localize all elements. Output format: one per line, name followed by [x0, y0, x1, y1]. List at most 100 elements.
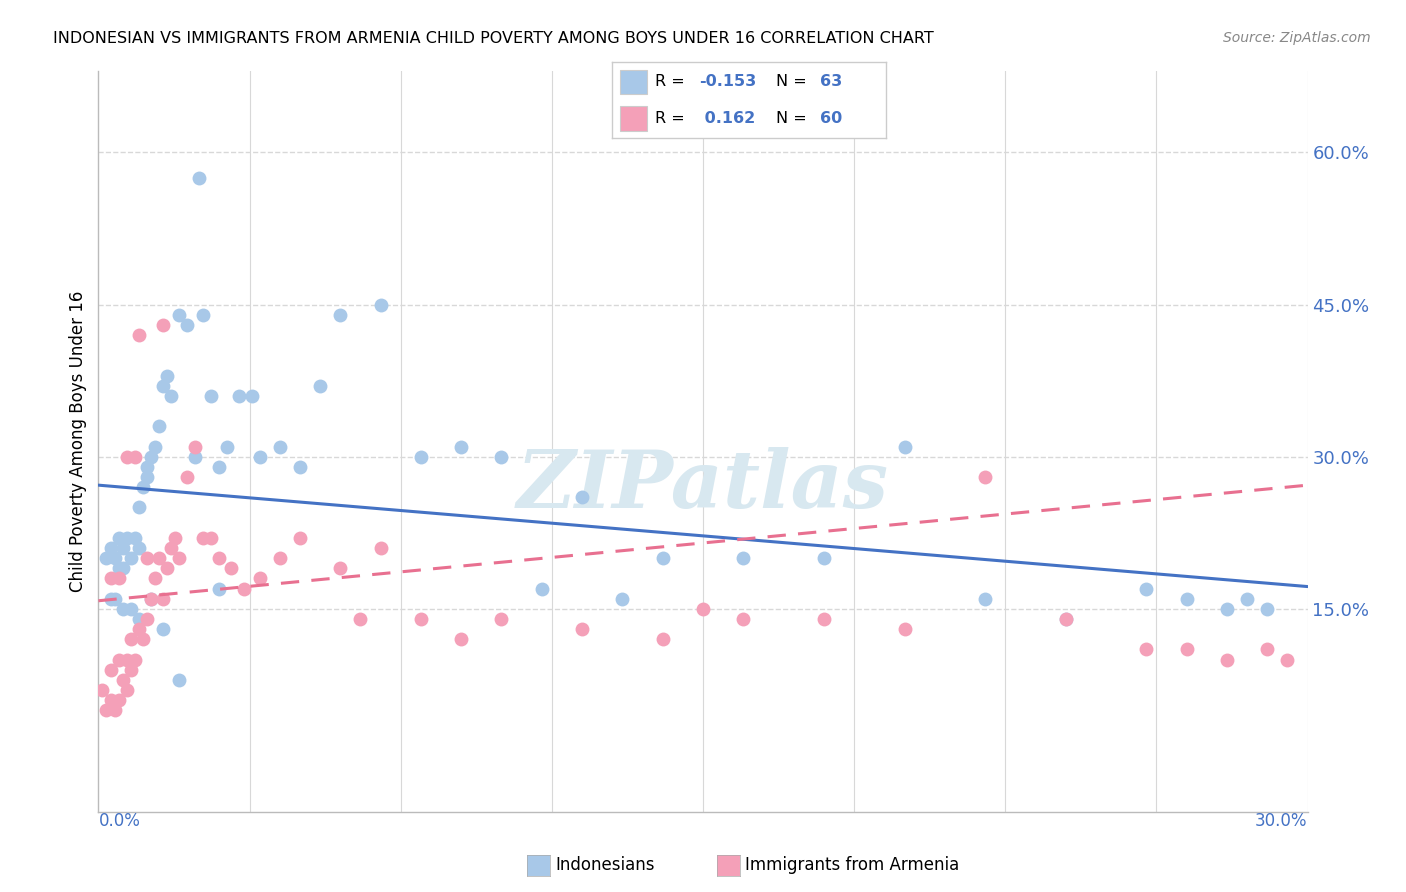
Point: [128, 328, 150, 343]
Point: [269, 440, 291, 454]
Point: [107, 561, 129, 575]
Text: R =: R =: [655, 74, 690, 89]
Point: [103, 591, 125, 606]
Point: [167, 551, 190, 566]
Point: [1135, 642, 1157, 657]
Point: [124, 652, 146, 666]
Point: [167, 673, 190, 687]
Point: [139, 591, 162, 606]
Point: [1054, 612, 1077, 626]
Point: [208, 459, 231, 474]
Point: [120, 663, 142, 677]
Point: [974, 470, 997, 484]
Point: [115, 652, 138, 666]
Point: [120, 602, 142, 616]
Point: [124, 450, 146, 464]
Point: [1175, 591, 1198, 606]
Point: [100, 541, 122, 555]
Point: [111, 541, 134, 555]
Point: [1256, 602, 1278, 616]
Point: [100, 663, 122, 677]
Point: [128, 500, 150, 515]
Text: ZIPatlas: ZIPatlas: [517, 447, 889, 524]
Point: [893, 440, 915, 454]
Point: [217, 440, 239, 454]
Point: [135, 459, 157, 474]
Point: [163, 531, 186, 545]
Point: [309, 378, 332, 392]
Point: [1277, 652, 1299, 666]
Point: [107, 571, 129, 585]
Point: [107, 652, 129, 666]
Point: [733, 551, 755, 566]
Point: [571, 491, 593, 505]
Point: [269, 551, 291, 566]
Point: [152, 318, 174, 332]
Point: [370, 541, 392, 555]
Point: [111, 602, 134, 616]
Point: [107, 693, 129, 707]
Point: [100, 571, 122, 585]
Point: [612, 591, 634, 606]
Text: 0.162: 0.162: [699, 111, 755, 126]
Point: [188, 170, 211, 185]
Point: [409, 612, 432, 626]
Text: INDONESIAN VS IMMIGRANTS FROM ARMENIA CHILD POVERTY AMONG BOYS UNDER 16 CORRELAT: INDONESIAN VS IMMIGRANTS FROM ARMENIA CH…: [53, 31, 934, 46]
Point: [103, 703, 125, 717]
Point: [100, 591, 122, 606]
Point: [135, 612, 157, 626]
Point: [893, 622, 915, 636]
Point: [135, 551, 157, 566]
Point: [692, 602, 714, 616]
Point: [120, 632, 142, 647]
Text: 30.0%: 30.0%: [1256, 812, 1308, 830]
Point: [111, 673, 134, 687]
Point: [184, 440, 207, 454]
Text: 0.0%: 0.0%: [98, 812, 141, 830]
Point: [96, 551, 118, 566]
Point: [240, 389, 263, 403]
Point: [813, 551, 835, 566]
Point: [132, 632, 155, 647]
Point: [450, 440, 472, 454]
Text: 60: 60: [820, 111, 842, 126]
Point: [128, 541, 150, 555]
Point: [1216, 652, 1239, 666]
Point: [974, 591, 997, 606]
Point: [160, 389, 183, 403]
Point: [156, 368, 179, 383]
Point: [143, 571, 166, 585]
Y-axis label: Child Poverty Among Boys Under 16: Child Poverty Among Boys Under 16: [69, 291, 87, 592]
Point: [249, 450, 271, 464]
Text: R =: R =: [655, 111, 690, 126]
Text: Immigrants from Armenia: Immigrants from Armenia: [745, 856, 959, 874]
Point: [329, 561, 352, 575]
Point: [571, 622, 593, 636]
Point: [409, 450, 432, 464]
Point: [1256, 642, 1278, 657]
Point: [651, 632, 673, 647]
FancyBboxPatch shape: [620, 70, 647, 95]
Point: [152, 378, 174, 392]
Point: [651, 551, 673, 566]
Point: [139, 591, 162, 606]
Point: [176, 318, 198, 332]
Point: [132, 480, 155, 494]
Point: [128, 612, 150, 626]
Point: [208, 582, 231, 596]
Point: [1175, 642, 1198, 657]
Point: [208, 551, 231, 566]
Point: [160, 541, 183, 555]
Point: [530, 582, 553, 596]
Point: [193, 308, 215, 322]
Text: N =: N =: [776, 74, 813, 89]
Point: [370, 298, 392, 312]
Point: [135, 470, 157, 484]
Point: [232, 582, 254, 596]
Point: [1236, 591, 1258, 606]
Point: [491, 612, 513, 626]
Point: [249, 571, 271, 585]
Point: [124, 531, 146, 545]
Point: [176, 470, 198, 484]
Point: [450, 632, 472, 647]
